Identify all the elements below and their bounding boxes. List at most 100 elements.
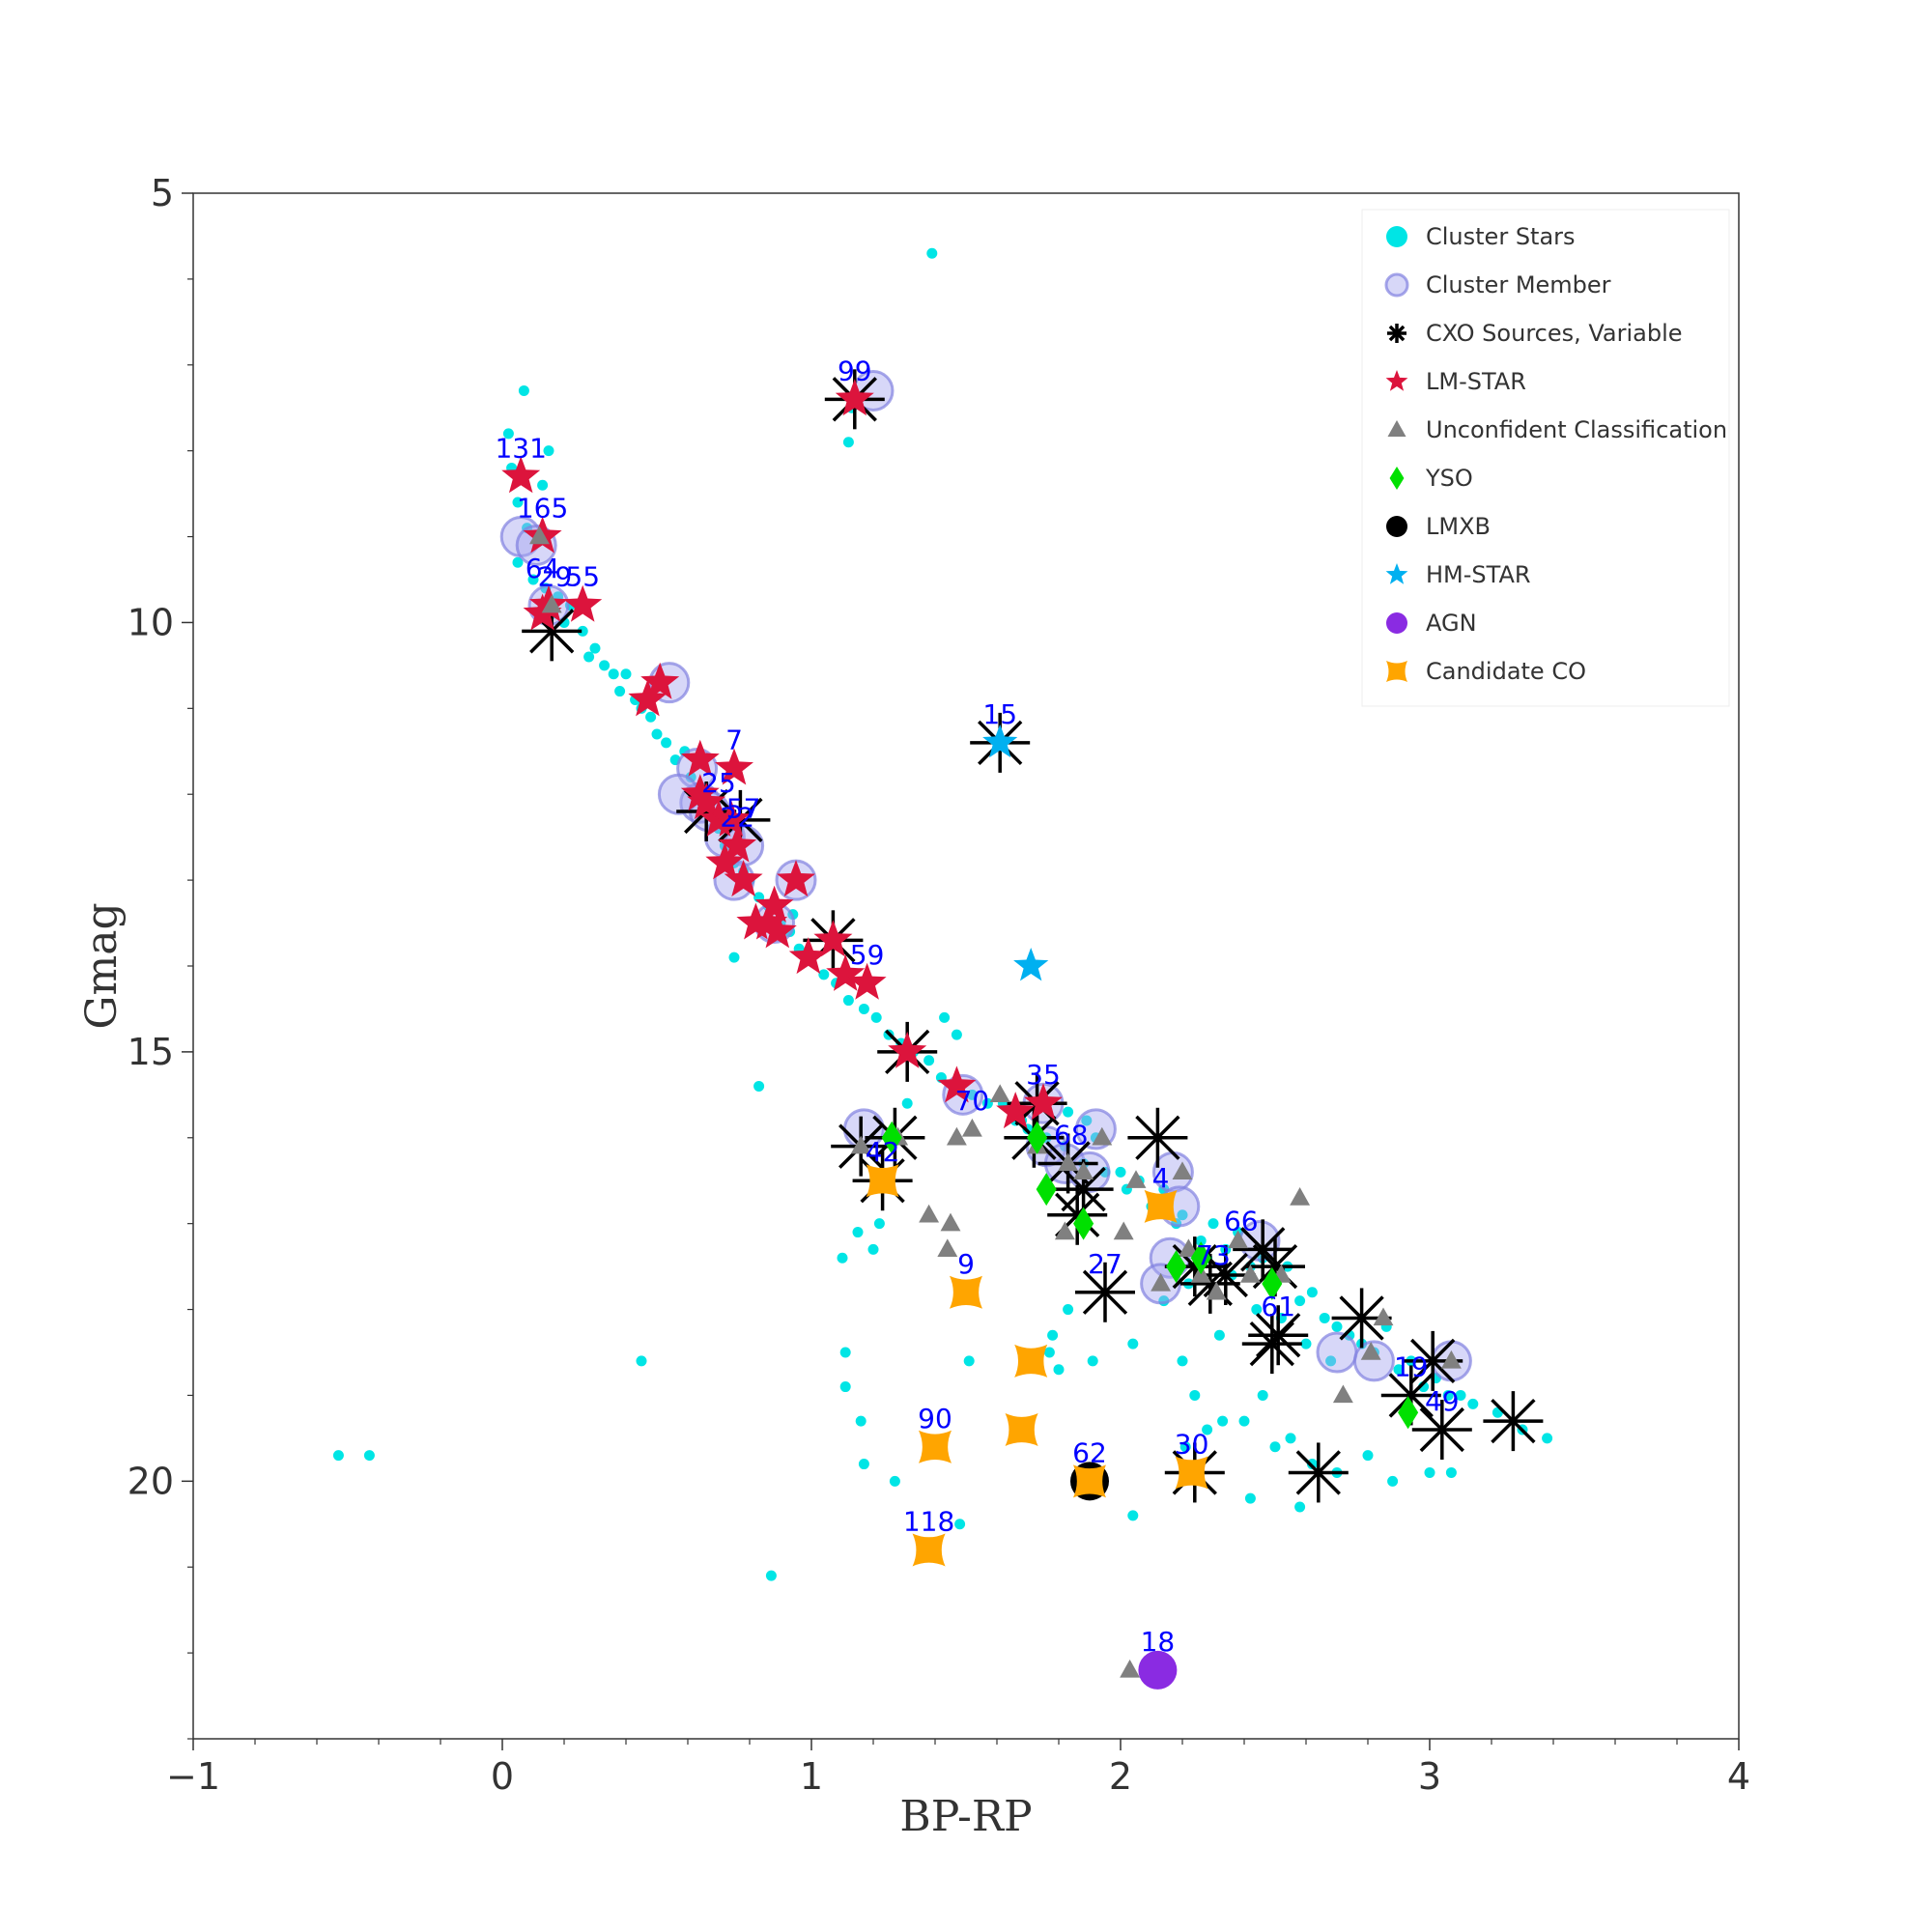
data-point-cluster-stars xyxy=(527,574,539,585)
data-point-cluster-stars xyxy=(966,1089,978,1100)
data-point-cluster-stars xyxy=(1424,1466,1435,1478)
data-point-cluster-stars xyxy=(839,1381,851,1393)
data-point-cluster-stars xyxy=(1306,1287,1318,1298)
data-point-cluster-stars xyxy=(589,642,601,654)
legend-label: HM-STAR xyxy=(1426,561,1531,588)
data-point-cluster-stars xyxy=(870,1011,882,1023)
data-point-cluster-stars xyxy=(963,1355,975,1367)
point-label: 131 xyxy=(495,432,546,464)
x-tick-label: 0 xyxy=(491,1755,514,1798)
data-point-cluster-stars xyxy=(1306,1459,1318,1470)
data-point-lm-star xyxy=(1024,1083,1063,1121)
data-point-cluster-stars xyxy=(728,952,740,963)
legend-item-lmxb: LMXB xyxy=(1386,513,1491,540)
y-tick-label: 20 xyxy=(128,1460,174,1502)
point-label: 35 xyxy=(1026,1059,1061,1091)
data-point-cluster-stars xyxy=(1213,1329,1225,1341)
data-point-lm-star xyxy=(687,782,726,820)
data-point-yso xyxy=(1166,1250,1187,1284)
point-label: 22 xyxy=(720,802,754,834)
data-point-unconfident-classification xyxy=(1151,1272,1172,1292)
data-point-unconfident-classification xyxy=(850,1135,871,1154)
point-label: 30 xyxy=(1175,1428,1209,1460)
y-tick-label: 5 xyxy=(151,172,174,214)
data-point-candidate-co xyxy=(912,1533,946,1567)
data-point-agn xyxy=(1138,1650,1178,1690)
data-point-unconfident-classification xyxy=(1360,1342,1381,1360)
data-point-cluster-stars xyxy=(636,1355,647,1367)
data-point-cluster-stars xyxy=(1081,1115,1093,1126)
data-point-cluster-stars xyxy=(1238,1415,1250,1427)
data-point-unconfident-classification xyxy=(961,1118,982,1137)
x-tick-label: 4 xyxy=(1727,1755,1750,1798)
data-point-unconfident-classification xyxy=(541,594,562,613)
point-label: 4 xyxy=(1152,1162,1170,1194)
legend-marker xyxy=(1386,661,1407,682)
data-point-hm-star xyxy=(982,724,1018,758)
legend-label: AGN xyxy=(1426,610,1477,637)
data-point-unconfident-classification xyxy=(1058,1152,1079,1172)
data-point-candidate-co xyxy=(919,1430,952,1463)
data-point-cluster-stars xyxy=(923,1055,935,1066)
legend-marker xyxy=(1386,612,1407,634)
legend-marker xyxy=(1385,563,1408,584)
data-point-cluster-stars xyxy=(577,625,588,637)
data-point-cluster-stars xyxy=(1285,1433,1296,1444)
data-point-cluster-stars xyxy=(1331,1321,1343,1332)
point-label: 29 xyxy=(538,561,573,593)
series-hm-star xyxy=(982,724,1049,981)
data-point-cluster-stars xyxy=(1063,1106,1074,1118)
data-point-cxo-sources-variable xyxy=(1288,1442,1349,1503)
data-point-lm-star xyxy=(705,842,745,880)
point-label: 68 xyxy=(1054,1119,1089,1151)
legend-label: Unconfident Classification xyxy=(1426,416,1727,443)
legend-label: YSO xyxy=(1425,465,1473,492)
data-point-cluster-stars xyxy=(645,711,657,723)
data-point-unconfident-classification xyxy=(1172,1161,1193,1180)
series-candidate-co xyxy=(866,1164,1208,1567)
data-point-cluster-stars xyxy=(1053,1364,1065,1376)
data-point-cxo-sources-variable xyxy=(1241,1314,1302,1375)
data-point-lm-star xyxy=(835,379,874,416)
data-point-cluster-stars xyxy=(1269,1441,1281,1453)
data-point-cluster-stars xyxy=(1177,1209,1188,1221)
data-point-unconfident-classification xyxy=(1239,1264,1261,1283)
data-point-candidate-co xyxy=(866,1164,899,1198)
data-point-lm-star xyxy=(640,662,680,699)
data-point-unconfident-classification xyxy=(1054,1221,1075,1240)
data-point-candidate-co xyxy=(1144,1189,1178,1223)
data-point-cluster-member xyxy=(1316,1331,1358,1374)
data-point-unconfident-classification xyxy=(1120,1659,1141,1678)
data-point-cxo-sources-variable xyxy=(1331,1288,1392,1349)
point-label: 70 xyxy=(955,1085,990,1117)
data-point-cluster-stars xyxy=(1177,1355,1188,1367)
legend-marker xyxy=(1387,324,1406,343)
data-point-cluster-stars xyxy=(901,1097,913,1109)
legend-marker xyxy=(1384,272,1409,298)
data-point-cluster-stars xyxy=(867,1243,879,1255)
point-label: 9 xyxy=(957,1248,975,1280)
data-point-cluster-stars xyxy=(858,1003,869,1014)
data-point-unconfident-classification xyxy=(1206,1281,1227,1300)
data-point-cluster-stars xyxy=(858,1459,869,1470)
point-label: 25 xyxy=(701,767,736,799)
data-point-cxo-sources-variable xyxy=(1047,1184,1108,1245)
data-point-candidate-co xyxy=(1014,1344,1048,1378)
point-label: 59 xyxy=(850,939,885,971)
x-tick-label: 2 xyxy=(1109,1755,1132,1798)
data-point-cluster-stars xyxy=(512,497,524,508)
data-point-lm-star xyxy=(711,799,751,837)
data-point-cluster-stars xyxy=(518,384,529,396)
data-point-lm-star xyxy=(628,679,668,717)
legend-item-yso: YSO xyxy=(1389,465,1473,492)
data-point-cluster-stars xyxy=(332,1450,344,1462)
data-point-cluster-stars xyxy=(1087,1355,1098,1367)
data-point-yso xyxy=(1027,1121,1048,1154)
point-label: 49 xyxy=(1425,1385,1460,1417)
data-point-cluster-stars xyxy=(1043,1347,1055,1358)
data-point-cluster-stars xyxy=(855,1415,867,1427)
data-point-lm-star xyxy=(813,920,853,957)
data-point-unconfident-classification xyxy=(1125,1170,1147,1188)
data-point-cluster-stars xyxy=(599,660,611,671)
data-point-cluster-stars xyxy=(1115,1166,1126,1178)
